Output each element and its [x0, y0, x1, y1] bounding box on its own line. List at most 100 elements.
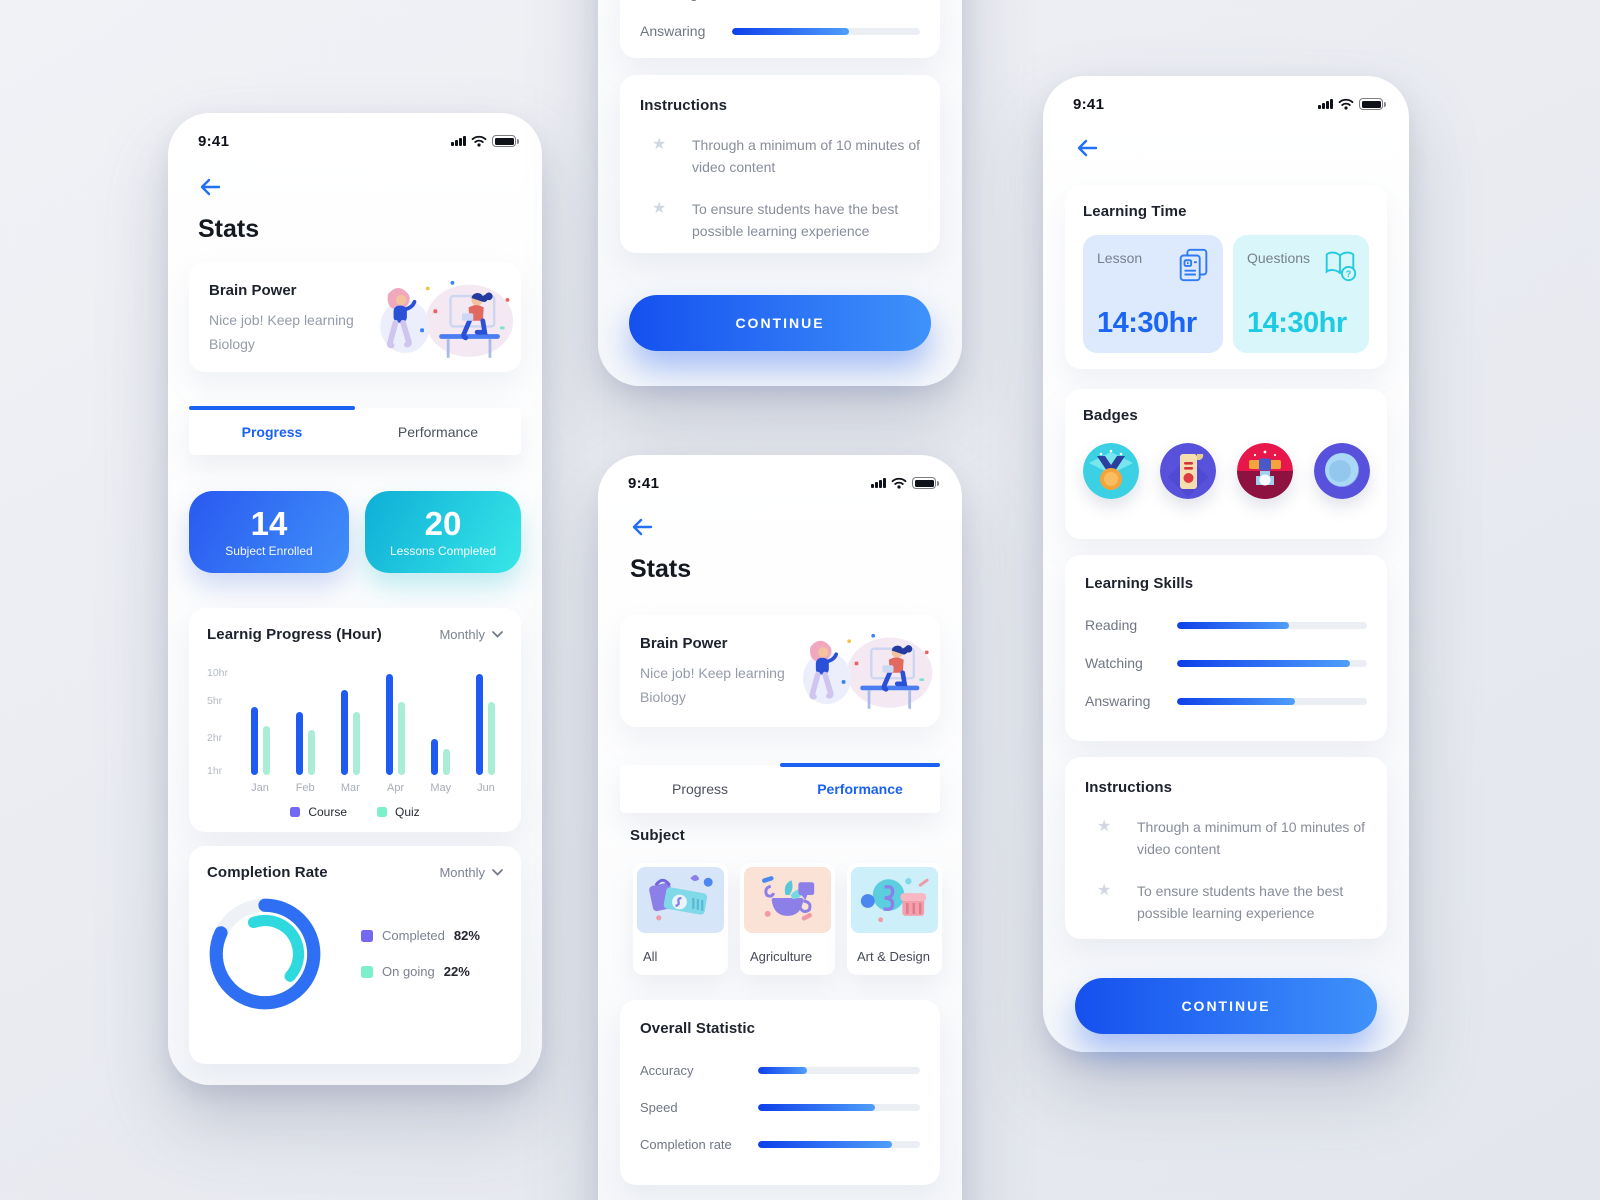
subject-section-title: Subject [630, 827, 685, 844]
y-tick-label: 2hr [207, 731, 223, 744]
x-tick-label: May [430, 782, 452, 794]
stat-label: Accuracy [640, 1063, 694, 1078]
skill-row-reading: Reading [1085, 617, 1367, 633]
completion-period-dropdown[interactable]: Monthly [439, 865, 503, 880]
skill-label: Answaring [1085, 693, 1151, 709]
quiz-bar [443, 749, 451, 775]
skills-title: Learning Skills [1085, 575, 1194, 592]
battery-icon [492, 135, 519, 147]
badges-title: Badges [1083, 407, 1138, 424]
ongoing-label: On going [382, 964, 435, 979]
instruction-item: ★ To ensure students have the best possi… [640, 198, 920, 242]
course-bar [340, 690, 348, 775]
x-tick-label: Mar [340, 782, 360, 794]
learning-time-title: Learning Time [1083, 203, 1187, 220]
subject-card-agriculture[interactable]: Agriculture [740, 863, 835, 975]
subject-art-illustration [851, 867, 938, 933]
subject-card-all[interactable]: All [633, 863, 728, 975]
accuracy-progress-bar [758, 1067, 920, 1074]
overall-statistic-card: Overall Statistic Accuracy Speed Complet… [620, 1000, 940, 1185]
legend-item-quiz: Quiz [377, 805, 420, 819]
course-bar [431, 739, 439, 775]
overall-statistic-title: Overall Statistic [640, 1020, 756, 1037]
back-button[interactable] [198, 177, 224, 199]
learning-time-card: Learning Time Lesson 14:30hr Questions [1065, 185, 1387, 369]
y-tick-label: 5hr [207, 695, 223, 708]
bar-chart-xlabels: Jan Feb Mar Apr May Jun [243, 782, 503, 794]
completion-title: Completion Rate [207, 864, 328, 881]
donut-legend: Completed 82% On going 22% [361, 928, 480, 1000]
skill-row-watching: Watching [1085, 655, 1367, 671]
tab-progress[interactable]: Progress [671, 781, 729, 797]
tab-bar: Progress Performance [189, 406, 521, 455]
donut-completed-arc [209, 898, 321, 1010]
page-title: Stats [630, 555, 692, 583]
tab-performance[interactable]: Performance [397, 423, 479, 440]
bar-group-jan [247, 707, 273, 775]
signal-icon [871, 478, 886, 488]
signal-icon [1318, 99, 1333, 109]
brain-power-card: Brain Power Nice job! Keep learning Biol… [189, 262, 521, 372]
phone-summary: 9:41 Learning Time Lesson 14:30hr [1043, 76, 1409, 1052]
instruction-text: Through a minimum of 10 minutes of video… [1137, 819, 1365, 857]
people-illustration [367, 270, 517, 369]
answering-progress-fill [1177, 697, 1295, 705]
wifi-icon [891, 477, 907, 489]
signal-icon [451, 136, 466, 146]
subjects-enrolled-label: Subject Enrolled [225, 543, 313, 558]
brain-power-text: Nice job! Keep learning Biology [640, 665, 785, 705]
bar-group-feb [292, 712, 318, 775]
chevron-down-icon [492, 631, 503, 638]
back-button[interactable] [630, 517, 656, 539]
chart-period-dropdown[interactable]: Monthly [439, 627, 503, 642]
quiz-bar [398, 702, 406, 775]
skill-label: Reading [1085, 617, 1138, 633]
brain-power-title: Brain Power [209, 282, 297, 299]
stat-label: Completion rate [640, 1137, 732, 1152]
instruction-item: ★ To ensure students have the best possi… [1085, 880, 1367, 924]
instructions-card: Instructions ★ Through a minimum of 10 m… [620, 75, 940, 253]
y-tick-label: 10hr [207, 667, 229, 680]
back-arrow-icon [200, 178, 221, 196]
instruction-item: ★ Through a minimum of 10 minutes of vid… [640, 134, 920, 178]
instruction-text: To ensure students have the best possibl… [692, 201, 899, 239]
completed-value: 82% [453, 928, 480, 943]
completion-progress-fill [758, 1141, 893, 1148]
skill-label: Watching [1085, 655, 1143, 671]
instruction-text: To ensure students have the best possibl… [1137, 883, 1344, 921]
learning-skills-card-partial: Learning Skills Reading Watching Answari… [620, 0, 940, 58]
lesson-time-value: 14:30hr [1097, 307, 1197, 339]
battery-icon [912, 477, 939, 489]
continue-button[interactable]: CONTINUE [629, 295, 931, 351]
battery-icon [1359, 98, 1386, 110]
lessons-completed-value: 20 [424, 504, 462, 542]
continue-button[interactable]: CONTINUE [1075, 978, 1377, 1034]
phone-lesson-detail: Learning Skills Reading Watching Answari… [598, 0, 962, 386]
subjects-enrolled-value: 14 [250, 504, 288, 542]
tab-progress[interactable]: Progress [189, 406, 355, 455]
tab-performance[interactable]: Performance [780, 763, 940, 813]
medal-badge [1083, 443, 1139, 499]
status-bar: 9:41 [198, 131, 519, 151]
watching-progress-bar [1177, 659, 1367, 667]
ongoing-value: 22% [443, 964, 470, 979]
subject-card-art-design[interactable]: Art & Design [847, 863, 942, 975]
star-icon: ★ [1097, 882, 1112, 899]
donut-ongoing-arc [225, 914, 305, 994]
back-button[interactable] [1075, 138, 1101, 160]
status-bar: 9:41 [1073, 94, 1386, 114]
legend-item-completed: Completed 82% [361, 928, 480, 943]
subjects-enrolled-card: 14 Subject Enrolled [189, 491, 349, 573]
lesson-documents-icon [1175, 246, 1213, 289]
accuracy-progress-fill [758, 1067, 807, 1074]
question-mark-glyph: ? [1346, 269, 1352, 279]
skill-row-answering: Answaring [1085, 693, 1367, 709]
stat-row-speed: Speed [640, 1100, 920, 1115]
x-tick-label: Jun [477, 782, 495, 794]
skill-row-answering: Answaring [640, 23, 920, 39]
answering-progress-bar [1177, 697, 1367, 705]
y-tick-label: 1hr [207, 764, 223, 777]
instruction-text: Through a minimum of 10 minutes of video… [692, 137, 920, 175]
ongoing-swatch [361, 965, 373, 978]
people-illustration [790, 623, 936, 720]
